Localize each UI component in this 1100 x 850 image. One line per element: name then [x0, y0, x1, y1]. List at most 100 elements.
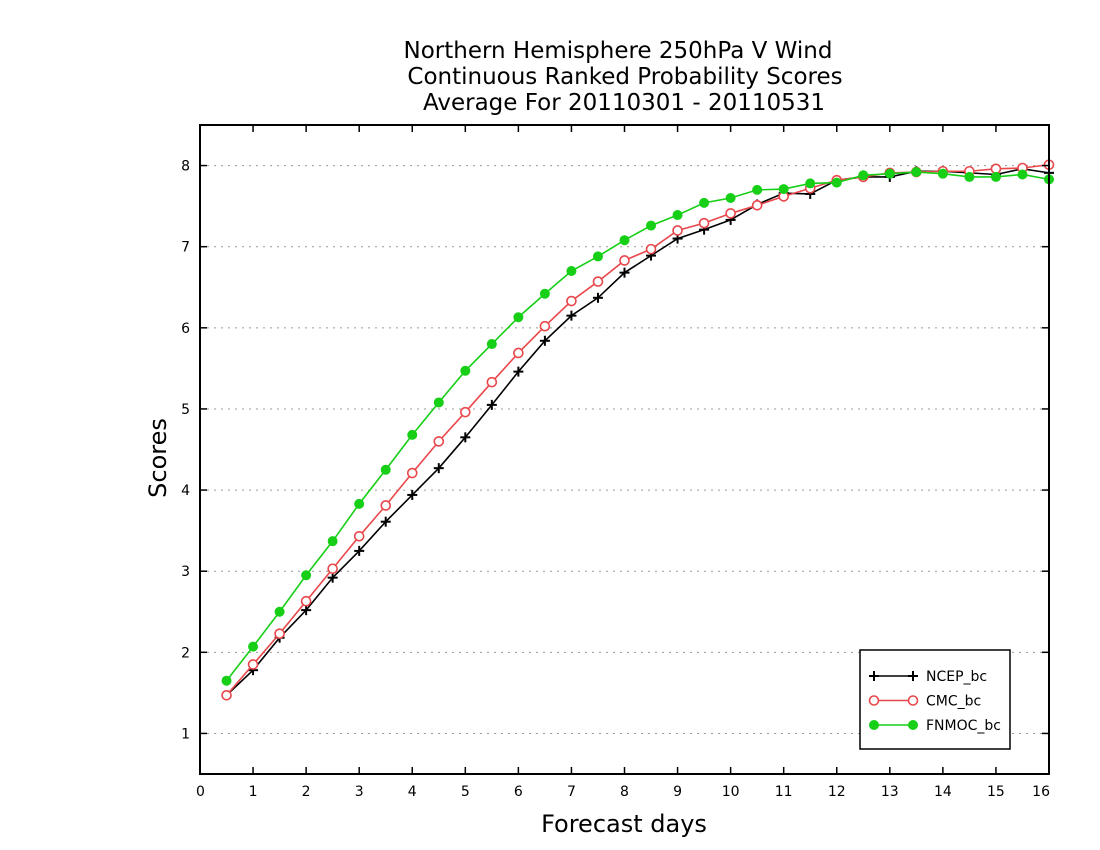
series-line-cmc-bc [225, 163, 1050, 696]
legend-marker-cmc-bc [907, 695, 919, 706]
data-point-cmc-bc [353, 531, 365, 542]
legend-entry-fnmoc-bc: FNMOC_bc [869, 718, 1001, 734]
x-tick-label: 14 [934, 784, 952, 800]
series-ncep-bc [221, 163, 1054, 701]
x-tick-label: 2 [302, 784, 311, 800]
data-point-cmc-bc [221, 690, 232, 701]
x-tick-label: 13 [881, 784, 899, 800]
data-point-ncep-bc [433, 463, 444, 474]
data-point-fnmoc-bc [1017, 169, 1028, 180]
y-tick-label: 2 [181, 645, 190, 661]
data-point-cmc-bc [486, 376, 498, 388]
data-point-cmc-bc [460, 406, 471, 418]
data-point-cmc-bc [619, 255, 630, 266]
data-point-ncep-bc [380, 516, 391, 527]
x-tick-label: 9 [673, 784, 682, 800]
legend-marker-ncep-bc [908, 671, 918, 681]
data-point-ncep-bc [566, 310, 577, 321]
y-tick-label: 5 [181, 402, 190, 418]
legend-box [859, 649, 1011, 750]
x-tick-label: 16 [1032, 784, 1050, 800]
data-point-fnmoc-bc [831, 177, 842, 188]
data-point-cmc-bc [513, 347, 524, 359]
data-point-fnmoc-bc [221, 675, 232, 686]
data-point-cmc-bc [300, 595, 312, 607]
series-line-ncep-bc [225, 167, 1050, 696]
legend-label-ncep-bc: NCEP_bc [926, 669, 987, 685]
legend-marker-cmc-bc [868, 695, 880, 706]
data-point-ncep-bc [327, 572, 338, 583]
legend-entry-cmc-bc: CMC_bc [868, 694, 981, 710]
series-line-fnmoc-bc [225, 171, 1050, 682]
data-point-fnmoc-bc [699, 197, 710, 208]
data-point-fnmoc-bc [407, 429, 418, 440]
data-point-fnmoc-bc [274, 606, 285, 617]
data-point-fnmoc-bc [752, 184, 763, 195]
legend: NCEP_bc CMC_bc FNMOC_bc [859, 649, 1011, 750]
data-point-ncep-bc [460, 432, 471, 443]
data-point-fnmoc-bc [513, 312, 524, 323]
data-point-cmc-bc [592, 276, 604, 287]
data-point-ncep-bc [407, 489, 418, 500]
data-point-fnmoc-bc [858, 170, 869, 181]
data-point-fnmoc-bc [990, 171, 1001, 182]
x-tick-label: 6 [514, 784, 523, 800]
x-tick-label: 11 [775, 784, 793, 800]
legend-marker-fnmoc-bc [908, 720, 918, 730]
data-point-fnmoc-bc [884, 168, 895, 179]
data-point-cmc-bc [274, 628, 285, 639]
x-tick-label: 15 [987, 784, 1005, 800]
data-point-fnmoc-bc [964, 171, 975, 182]
data-point-cmc-bc [406, 467, 418, 479]
series-cmc-bc [221, 159, 1055, 701]
x-tick-label: 8 [620, 784, 629, 800]
y-tick-label: 6 [181, 321, 190, 337]
x-tick-label: 3 [355, 784, 364, 800]
data-point-fnmoc-bc [301, 570, 312, 581]
data-point-cmc-bc [539, 320, 551, 332]
data-point-fnmoc-bc [380, 464, 391, 475]
data-point-fnmoc-bc [911, 167, 922, 178]
data-point-cmc-bc [751, 200, 763, 211]
title-line-1: Northern Hemisphere 250hPa V Wind [404, 38, 833, 64]
data-point-fnmoc-bc [619, 235, 630, 246]
y-tick-label: 1 [181, 726, 190, 742]
data-point-fnmoc-bc [566, 266, 577, 277]
x-axis-label: Forecast days [541, 810, 707, 838]
data-point-fnmoc-bc [433, 397, 444, 408]
x-tick-label: 10 [722, 784, 740, 800]
data-point-fnmoc-bc [486, 339, 497, 350]
x-tick-label: 0 [196, 784, 205, 800]
y-tick-label: 3 [181, 564, 190, 580]
legend-label-cmc-bc: CMC_bc [926, 694, 981, 710]
gridlines [200, 165, 1049, 734]
data-point-fnmoc-bc [778, 184, 789, 195]
x-tick-label: 12 [828, 784, 846, 800]
data-point-ncep-bc [619, 267, 630, 278]
data-point-fnmoc-bc [460, 365, 471, 376]
chart-title: Northern Hemisphere 250hPa V Wind Contin… [404, 38, 843, 116]
y-tick-label: 4 [181, 483, 190, 499]
data-point-fnmoc-bc [937, 168, 948, 179]
data-point-ncep-bc [354, 545, 365, 556]
y-tick-label: 8 [181, 159, 190, 175]
data-point-cmc-bc [645, 243, 657, 255]
x-tick-label: 4 [408, 784, 417, 800]
y-tick-label: 7 [181, 240, 190, 256]
x-tick-label: 1 [249, 784, 258, 800]
data-point-fnmoc-bc [725, 193, 736, 204]
data-point-cmc-bc [327, 563, 338, 575]
data-point-fnmoc-bc [248, 641, 259, 652]
data-point-cmc-bc [698, 217, 710, 229]
data-point-fnmoc-bc [327, 536, 338, 547]
data-point-ncep-bc [592, 292, 603, 303]
data-point-cmc-bc [566, 295, 577, 307]
title-line-2: Continuous Ranked Probability Scores [407, 64, 842, 90]
data-point-ncep-bc [513, 366, 524, 377]
legend-label-fnmoc-bc: FNMOC_bc [926, 718, 1001, 734]
series-layer [221, 159, 1055, 701]
legend-entry-ncep-bc: NCEP_bc [869, 669, 987, 685]
y-axis-label: Scores [144, 418, 172, 498]
